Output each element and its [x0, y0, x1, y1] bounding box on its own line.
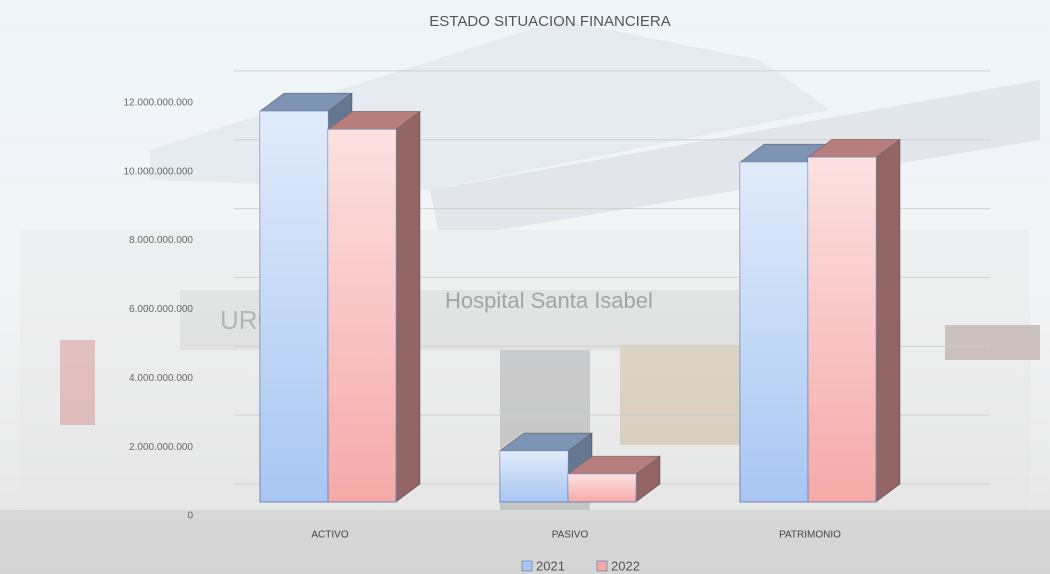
bar-highlight — [740, 162, 808, 502]
y-tick-label: 6.000.000.000 — [129, 304, 193, 315]
y-tick-label: 8.000.000.000 — [129, 235, 193, 246]
x-tick-label: PATRIMONIO — [779, 530, 841, 541]
legend-label: 2022 — [611, 558, 640, 573]
legend-label: 2021 — [536, 558, 565, 573]
y-tick-label: 4.000.000.000 — [129, 373, 193, 384]
bar-side-shade — [636, 456, 660, 502]
bar-highlight — [808, 157, 876, 502]
legend-swatch — [596, 560, 608, 572]
x-tick-label: ACTIVO — [311, 530, 348, 541]
chart-title: ESTADO SITUACION FINANCIERA — [429, 13, 670, 30]
bar-top-shade — [568, 456, 660, 475]
background-sign: Hospital Santa Isabel — [445, 288, 653, 313]
y-tick-label: 0 — [187, 511, 193, 522]
x-tick-label: PASIVO — [552, 530, 589, 541]
y-tick-label: 12.000.000.000 — [123, 97, 193, 108]
bar-highlight — [260, 111, 328, 502]
bar-highlight — [328, 129, 396, 503]
bar-top-shade — [808, 139, 900, 158]
bar-highlight — [500, 451, 568, 502]
y-tick-label: 2.000.000.000 — [129, 442, 193, 453]
bar-highlight — [568, 474, 636, 502]
bar-top-shade — [500, 433, 592, 452]
bar-side-shade — [396, 111, 420, 503]
bar-side-shade — [876, 139, 900, 502]
legend-swatch — [521, 560, 533, 572]
bar-top-shade — [260, 93, 352, 112]
y-tick-label: 10.000.000.000 — [123, 166, 193, 177]
bar-top-shade — [328, 111, 420, 130]
